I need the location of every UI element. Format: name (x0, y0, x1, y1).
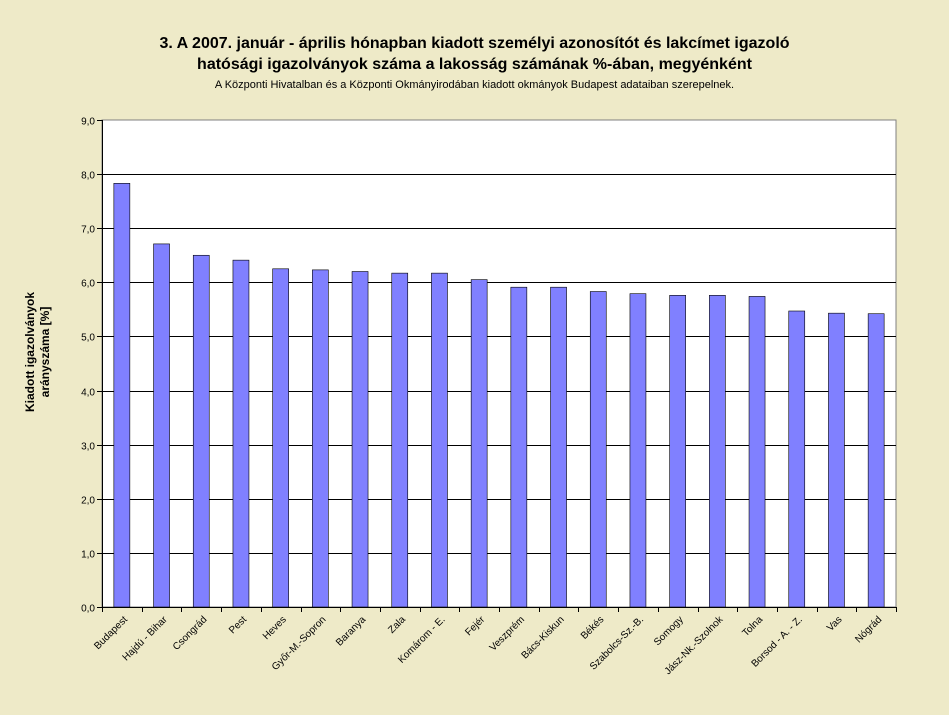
bar (828, 312, 845, 608)
y-tick-label: 9,0 (81, 117, 95, 128)
y-tick-label: 7,0 (81, 225, 95, 236)
x-tick-label: Tolna (740, 614, 765, 639)
bar (351, 271, 369, 608)
bar (113, 183, 131, 608)
bar (788, 310, 806, 608)
x-tick-label: Bács-Kiskun (520, 614, 567, 661)
bar (470, 279, 488, 608)
y-tick-label: 8,0 (81, 171, 95, 182)
bar (709, 295, 726, 608)
plot-area (101, 119, 897, 608)
x-tick-label: Veszprém (488, 614, 527, 653)
bar (153, 243, 170, 608)
y-tick-label: 5,0 (81, 333, 95, 344)
y-tick-label: 2,0 (81, 496, 95, 507)
bar (232, 259, 250, 608)
x-tick-label: Nógrád (853, 614, 884, 645)
bar (272, 268, 289, 608)
x-tick-label: Baranya (334, 614, 368, 648)
y-tick-label: 6,0 (81, 279, 95, 290)
x-tick-label: Somogy (652, 614, 686, 648)
bar (510, 286, 528, 608)
bar (867, 313, 885, 608)
x-tick-label: Fejér (463, 614, 487, 638)
x-tick-label: Heves (261, 614, 289, 642)
y-tick-label: 1,0 (81, 550, 95, 561)
x-tick-label: Vas (825, 614, 844, 633)
bar (550, 286, 567, 608)
bar (589, 291, 607, 608)
bar (431, 272, 448, 608)
bar (192, 254, 210, 608)
x-tick-label: Békés (579, 614, 606, 641)
y-tick-label: 3,0 (81, 442, 95, 453)
y-tick-label: 4,0 (81, 388, 95, 399)
chart-title: 3. A 2007. január - április hónapban kia… (0, 33, 949, 75)
chart-subtitle: A Központi Hivatalban és a Központi Okmá… (214, 79, 735, 91)
bar (669, 295, 686, 608)
y-tick-label: 0,0 (81, 604, 95, 615)
x-tick-label: Budapest (92, 614, 130, 652)
bar (312, 269, 329, 608)
x-tick-label: Pest (227, 614, 249, 636)
bar (629, 293, 647, 608)
chart-title-line2: hatósági igazolványok száma a lakosság s… (197, 56, 752, 73)
x-tick-label: Zala (386, 614, 408, 636)
chart-title-line1: 3. A 2007. január - április hónapban kia… (159, 35, 790, 52)
x-tick-label: Csongrád (171, 614, 209, 652)
bar (748, 296, 766, 608)
bar (391, 272, 409, 608)
